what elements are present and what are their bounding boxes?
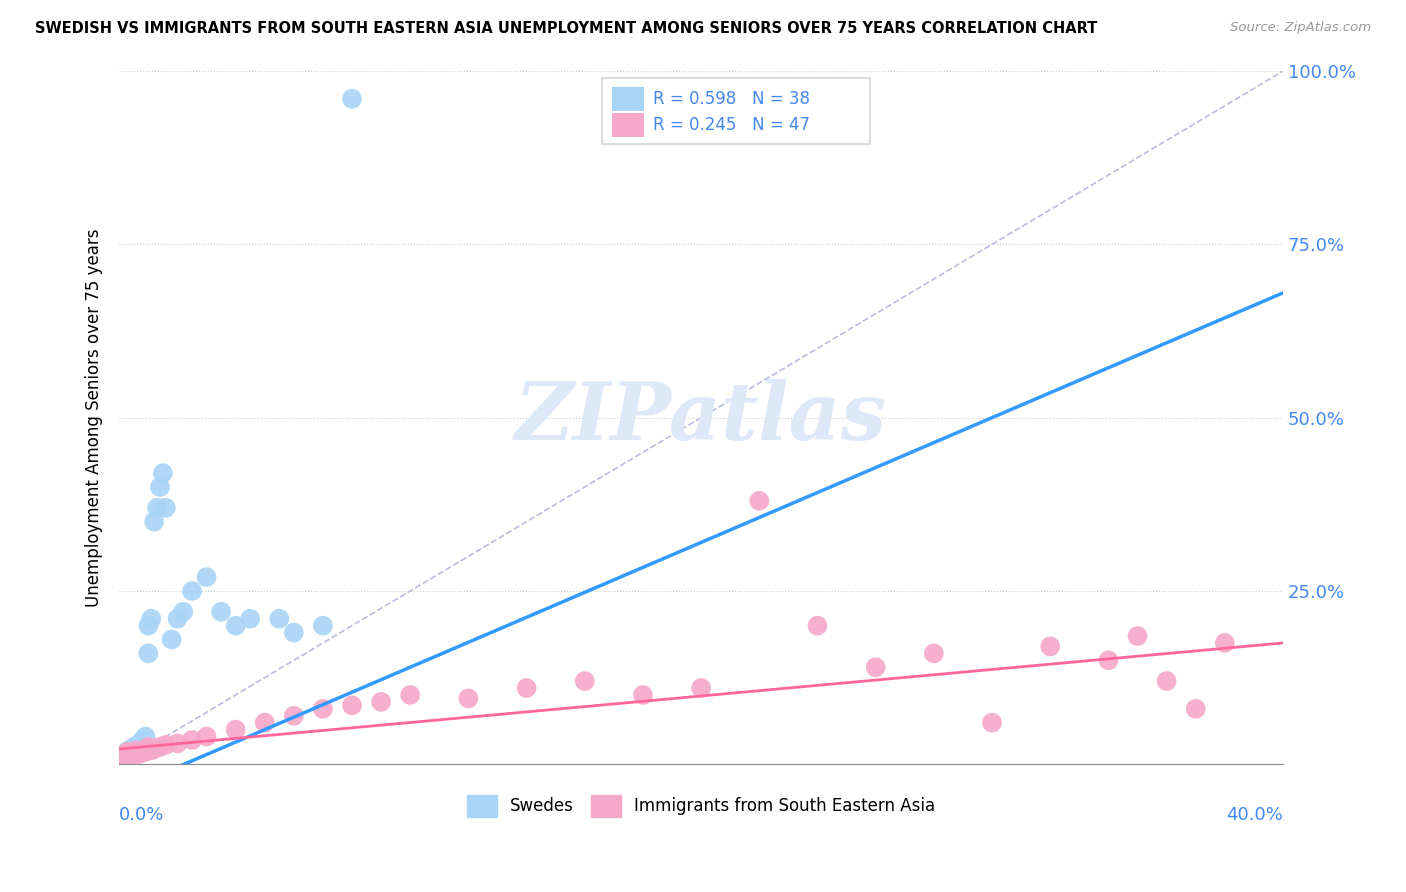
Text: R = 0.245   N = 47: R = 0.245 N = 47 — [654, 116, 810, 134]
Point — [122, 745, 145, 759]
Text: 0.0%: 0.0% — [120, 805, 165, 824]
Point — [131, 743, 153, 757]
Point — [122, 739, 145, 754]
Point — [143, 742, 166, 756]
Point — [181, 584, 204, 599]
Point — [111, 754, 134, 768]
Point — [134, 730, 156, 744]
Point — [865, 660, 887, 674]
Point — [195, 730, 218, 744]
Point — [141, 743, 163, 757]
Point — [120, 750, 142, 764]
Point — [1039, 640, 1062, 654]
Point — [155, 500, 177, 515]
Point — [111, 748, 134, 763]
Point — [114, 747, 136, 761]
Point — [253, 715, 276, 730]
Point — [631, 688, 654, 702]
Point — [125, 743, 148, 757]
Point — [122, 748, 145, 763]
Point — [312, 618, 335, 632]
Text: Source: ZipAtlas.com: Source: ZipAtlas.com — [1230, 21, 1371, 35]
Point — [155, 738, 177, 752]
Point — [122, 743, 145, 757]
Point — [128, 736, 150, 750]
Point — [1184, 702, 1206, 716]
Point — [225, 618, 247, 632]
Point — [131, 736, 153, 750]
Text: ZIPatlas: ZIPatlas — [515, 379, 887, 457]
Point — [340, 92, 363, 106]
Point — [370, 695, 392, 709]
Point — [117, 743, 139, 757]
Text: R = 0.598   N = 38: R = 0.598 N = 38 — [654, 90, 810, 108]
Point — [690, 681, 713, 695]
Legend: Swedes, Immigrants from South Eastern Asia: Swedes, Immigrants from South Eastern As… — [460, 789, 942, 823]
Point — [120, 747, 142, 761]
Point — [981, 715, 1004, 730]
Point — [149, 739, 172, 754]
Point — [1097, 653, 1119, 667]
Point — [120, 745, 142, 759]
Point — [166, 612, 188, 626]
Point — [574, 674, 596, 689]
Point — [225, 723, 247, 737]
Point — [166, 736, 188, 750]
Point — [114, 747, 136, 761]
Point — [269, 612, 291, 626]
Point — [748, 493, 770, 508]
Point — [143, 515, 166, 529]
Point — [117, 747, 139, 761]
Point — [806, 618, 828, 632]
Point — [149, 480, 172, 494]
Y-axis label: Unemployment Among Seniors over 75 years: Unemployment Among Seniors over 75 years — [86, 228, 103, 607]
Point — [922, 646, 945, 660]
Point — [138, 646, 160, 660]
Point — [516, 681, 538, 695]
Point — [117, 748, 139, 763]
Text: 40.0%: 40.0% — [1226, 805, 1284, 824]
Point — [125, 743, 148, 757]
Point — [399, 688, 422, 702]
Point — [128, 747, 150, 761]
Text: SWEDISH VS IMMIGRANTS FROM SOUTH EASTERN ASIA UNEMPLOYMENT AMONG SENIORS OVER 75: SWEDISH VS IMMIGRANTS FROM SOUTH EASTERN… — [35, 21, 1098, 37]
Point — [283, 708, 305, 723]
Point — [195, 570, 218, 584]
Point — [114, 750, 136, 764]
Point — [134, 745, 156, 759]
Point — [1126, 629, 1149, 643]
FancyBboxPatch shape — [602, 78, 870, 144]
Point — [1156, 674, 1178, 689]
Point — [1213, 636, 1236, 650]
Point — [114, 752, 136, 766]
Point — [457, 691, 479, 706]
Point — [111, 750, 134, 764]
Point — [114, 752, 136, 766]
Point — [141, 612, 163, 626]
Point — [239, 612, 262, 626]
Point — [138, 618, 160, 632]
Point — [160, 632, 183, 647]
Point — [128, 739, 150, 754]
Point — [117, 745, 139, 759]
Point — [340, 698, 363, 713]
FancyBboxPatch shape — [612, 87, 644, 112]
Point — [138, 739, 160, 754]
Point — [312, 702, 335, 716]
Point — [125, 739, 148, 754]
Point — [120, 748, 142, 763]
Point — [125, 747, 148, 761]
Point — [172, 605, 194, 619]
FancyBboxPatch shape — [612, 112, 644, 136]
Point — [122, 747, 145, 761]
Point — [152, 466, 174, 480]
Point — [131, 733, 153, 747]
Point — [209, 605, 232, 619]
Point — [146, 500, 169, 515]
Point — [111, 754, 134, 768]
Point — [283, 625, 305, 640]
Point — [181, 733, 204, 747]
